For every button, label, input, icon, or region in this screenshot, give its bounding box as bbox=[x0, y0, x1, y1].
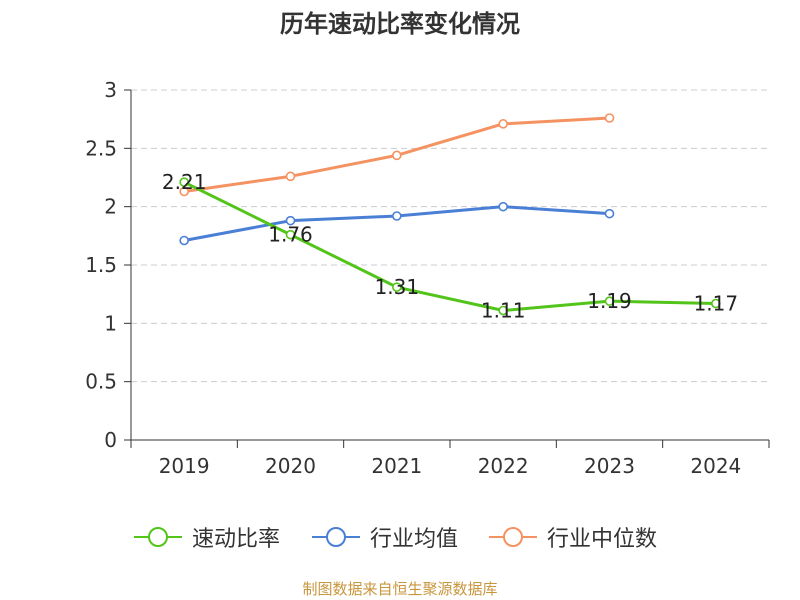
data-point bbox=[392, 150, 402, 161]
y-tick-label: 1 bbox=[104, 311, 117, 335]
x-tick-label: 2019 bbox=[159, 454, 210, 478]
legend-item-speed-ratio[interactable]: 速动比率 bbox=[132, 519, 280, 555]
legend-item-industry-median[interactable]: 行业中位数 bbox=[487, 519, 657, 555]
legend-label: 速动比率 bbox=[192, 527, 281, 552]
data-point bbox=[604, 208, 615, 219]
y-tick-label: 2 bbox=[104, 195, 117, 219]
data-point bbox=[392, 211, 402, 221]
y-tick-label: 2.5 bbox=[85, 136, 117, 160]
chart-title: 历年速动比率变化情况 bbox=[280, 10, 520, 38]
y-tick-label: 3 bbox=[104, 78, 117, 102]
series-line bbox=[183, 180, 716, 312]
data-label: 1.76 bbox=[268, 223, 313, 247]
data-label: 1.31 bbox=[375, 275, 420, 299]
legend-marker-icon bbox=[312, 527, 360, 547]
data-label: 1.19 bbox=[587, 289, 632, 313]
data-point bbox=[285, 215, 296, 226]
y-tick-label: 1.5 bbox=[85, 253, 117, 277]
y-tick-label: 0 bbox=[104, 428, 117, 452]
data-label: 1.17 bbox=[694, 292, 739, 316]
data-point bbox=[285, 171, 296, 182]
legend-label: 行业中位数 bbox=[547, 527, 658, 552]
x-tick-label: 2020 bbox=[265, 454, 316, 478]
y-tick-label: 0.5 bbox=[85, 370, 117, 394]
data-point bbox=[498, 201, 508, 212]
data-point bbox=[711, 298, 721, 309]
data-point bbox=[179, 235, 189, 246]
data-point bbox=[179, 177, 189, 187]
x-tick-label: 2024 bbox=[690, 454, 741, 478]
x-tick-label: 2021 bbox=[371, 454, 422, 478]
legend: 速动比率 行业均值 行业中位数 bbox=[0, 519, 800, 555]
data-label: 1.11 bbox=[481, 299, 526, 323]
data-point bbox=[498, 305, 508, 316]
data-point bbox=[285, 229, 296, 240]
legend-item-industry-mean[interactable]: 行业均值 bbox=[310, 519, 458, 555]
source-note: 制图数据来自恒生聚源数据库 bbox=[302, 580, 498, 598]
data-point bbox=[604, 113, 615, 123]
legend-marker-icon bbox=[134, 527, 182, 547]
data-point bbox=[604, 296, 615, 306]
legend-marker-icon bbox=[489, 527, 537, 547]
legend-label: 行业均值 bbox=[370, 527, 459, 552]
data-point bbox=[392, 282, 402, 292]
x-tick-label: 2022 bbox=[478, 454, 529, 478]
x-tick-label: 2023 bbox=[584, 454, 635, 478]
data-point bbox=[179, 186, 189, 197]
data-label: 2.21 bbox=[162, 170, 207, 194]
data-point bbox=[498, 119, 508, 129]
